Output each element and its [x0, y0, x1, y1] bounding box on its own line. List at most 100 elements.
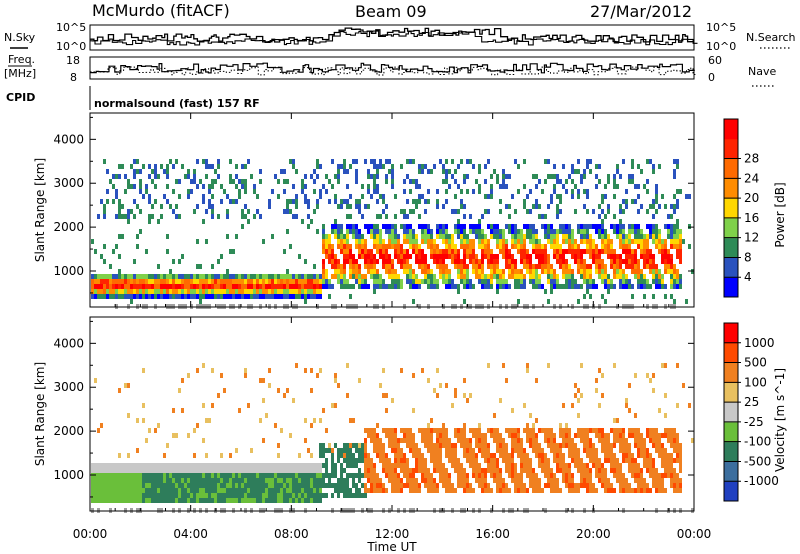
power-cell — [556, 209, 559, 214]
velocity-cell — [655, 488, 658, 493]
velocity-cell — [394, 438, 397, 443]
power-cell — [574, 184, 577, 189]
power-cell — [547, 234, 550, 239]
power-cell — [349, 274, 352, 279]
velocity-cell — [571, 403, 574, 408]
power-cell — [634, 249, 637, 254]
velocity-cell — [118, 463, 121, 468]
velocity-cell — [292, 398, 295, 403]
velocity-cell — [205, 473, 208, 478]
power-cell — [406, 224, 409, 229]
velocity-cell — [220, 463, 223, 468]
power-cell — [184, 279, 187, 284]
power-cell — [175, 204, 178, 209]
velocity-cell — [283, 473, 286, 478]
velocity-cell — [538, 443, 541, 448]
velocity-cell — [484, 448, 487, 453]
velocity-cell — [409, 438, 412, 443]
velocity-cell — [118, 388, 121, 393]
power-cell — [160, 214, 163, 219]
power-cell — [94, 279, 97, 284]
power-cell — [571, 249, 574, 254]
velocity-cell — [403, 473, 406, 478]
power-cell — [394, 284, 397, 289]
velocity-cell — [187, 493, 190, 498]
velocity-cell — [205, 488, 208, 493]
velocity-cell — [217, 478, 220, 483]
power-cell — [115, 244, 118, 249]
power-cell — [445, 269, 448, 274]
power-cell — [463, 224, 466, 229]
velocity-cell — [91, 488, 94, 493]
velocity-cell — [391, 428, 394, 433]
power-cell — [127, 284, 130, 289]
power-cell — [562, 234, 565, 239]
velocity-cell — [454, 468, 457, 473]
velocity-cell — [148, 473, 151, 478]
velocity-cell — [250, 488, 253, 493]
power-cell — [313, 189, 316, 194]
power-cell — [310, 174, 313, 179]
velocity-cell — [337, 478, 340, 483]
velocity-cell — [118, 483, 121, 488]
velocity-cell — [562, 428, 565, 433]
velocity-cell — [157, 493, 160, 498]
power-cell — [562, 249, 565, 254]
power-cell — [187, 174, 190, 179]
power-cell — [649, 234, 652, 239]
velocity-cell — [370, 473, 373, 478]
velocity-cell — [622, 433, 625, 438]
velocity-cell — [571, 488, 574, 493]
power-cell — [289, 294, 292, 299]
velocity-cell — [325, 468, 328, 473]
velocity-cell — [301, 488, 304, 493]
power-cell — [370, 259, 373, 264]
power-cell — [616, 169, 619, 174]
power-cell — [451, 239, 454, 244]
power-cell — [622, 159, 625, 164]
power-cell — [211, 279, 214, 284]
power-cell — [382, 259, 385, 264]
power-cell — [121, 289, 124, 294]
power-cell — [577, 229, 580, 234]
velocity-cell — [166, 498, 169, 503]
velocity-cell — [463, 428, 466, 433]
velocity-cell — [415, 453, 418, 458]
power-cell — [676, 219, 679, 224]
velocity-cell — [295, 363, 298, 368]
power-cell — [295, 199, 298, 204]
velocity-cell — [235, 468, 238, 473]
velocity-cell — [388, 443, 391, 448]
velocity-cell — [298, 468, 301, 473]
velocity-cell — [475, 468, 478, 473]
velocity-cell — [382, 463, 385, 468]
velocity-cell — [406, 438, 409, 443]
power-cell — [238, 179, 241, 184]
velocity-cell — [277, 443, 280, 448]
power-cell — [388, 244, 391, 249]
power-cell — [598, 204, 601, 209]
velocity-cell — [640, 478, 643, 483]
power-cell — [340, 224, 343, 229]
velocity-cell — [568, 478, 571, 483]
power-cell — [376, 279, 379, 284]
velocity-cell — [586, 468, 589, 473]
power-cell — [457, 264, 460, 269]
power-cell — [349, 284, 352, 289]
power-cell — [343, 239, 346, 244]
velocity-cell — [94, 378, 97, 383]
velocity-cell — [130, 498, 133, 503]
power-cell — [427, 279, 430, 284]
power-cell — [655, 189, 658, 194]
power-cell — [394, 214, 397, 219]
power-cell — [640, 249, 643, 254]
velocity-colorbar-label: -1000 — [744, 474, 779, 488]
power-cell — [361, 239, 364, 244]
power-cell — [607, 284, 610, 289]
velocity-cell — [667, 468, 670, 473]
power-cell — [313, 274, 316, 279]
power-cell — [553, 229, 556, 234]
power-cell — [511, 194, 514, 199]
power-cell — [553, 174, 556, 179]
power-cell — [616, 264, 619, 269]
